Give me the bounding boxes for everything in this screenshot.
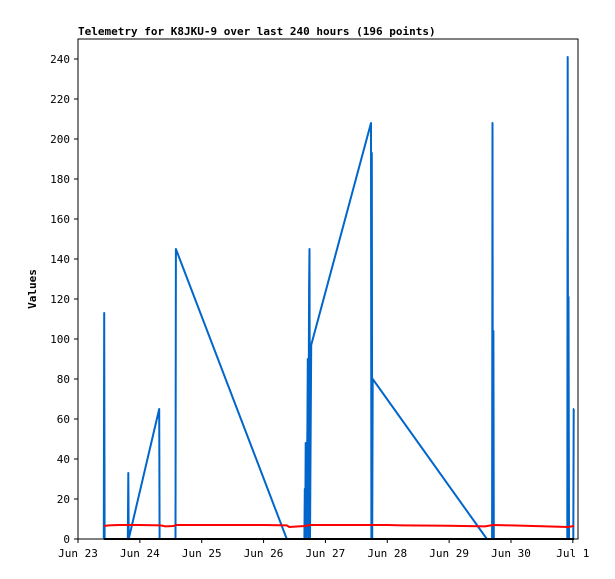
y-axis-label: Values — [26, 269, 39, 309]
y-tick-label: 120 — [50, 293, 70, 306]
chart-title: Telemetry for K8JKU-9 over last 240 hour… — [78, 25, 436, 38]
series-line-2 — [103, 524, 575, 528]
x-tick-label: Jun 23 — [58, 547, 98, 560]
y-tick-label: 140 — [50, 253, 70, 266]
x-tick-label: Jun 24 — [120, 547, 160, 560]
x-tick-label: Jun 30 — [491, 547, 531, 560]
y-tick-label: 160 — [50, 213, 70, 226]
y-tick-label: 80 — [57, 373, 70, 386]
x-tick-label: Jul 1 — [556, 547, 589, 560]
y-axis: 0 20 40 60 80 100 120 140 160 180 200 220 240 — [50, 53, 78, 546]
series-layer — [102, 56, 575, 540]
y-tick-label: 100 — [50, 333, 70, 346]
y-tick-label: 220 — [50, 93, 70, 106]
plot-area-frame — [77, 38, 579, 540]
y-tick-label: 60 — [57, 413, 70, 426]
y-tick-label: 240 — [50, 53, 70, 66]
x-tick-label: Jun 25 — [182, 547, 222, 560]
x-tick-label: Jun 28 — [367, 547, 407, 560]
y-tick-label: 200 — [50, 133, 70, 146]
x-tick-label: Jun 27 — [306, 547, 346, 560]
x-tick-label: Jun 29 — [429, 547, 469, 560]
y-tick-label: 40 — [57, 453, 70, 466]
series-line-1 — [102, 56, 575, 540]
y-tick-label: 0 — [63, 533, 70, 546]
x-axis: Jun 23 Jun 24 Jun 25 Jun 26 Jun 27 Jun 28 Jun … — [58, 539, 589, 560]
y-tick-label: 20 — [57, 493, 70, 506]
x-tick-label: Jun 26 — [244, 547, 284, 560]
y-tick-label: 180 — [50, 173, 70, 186]
